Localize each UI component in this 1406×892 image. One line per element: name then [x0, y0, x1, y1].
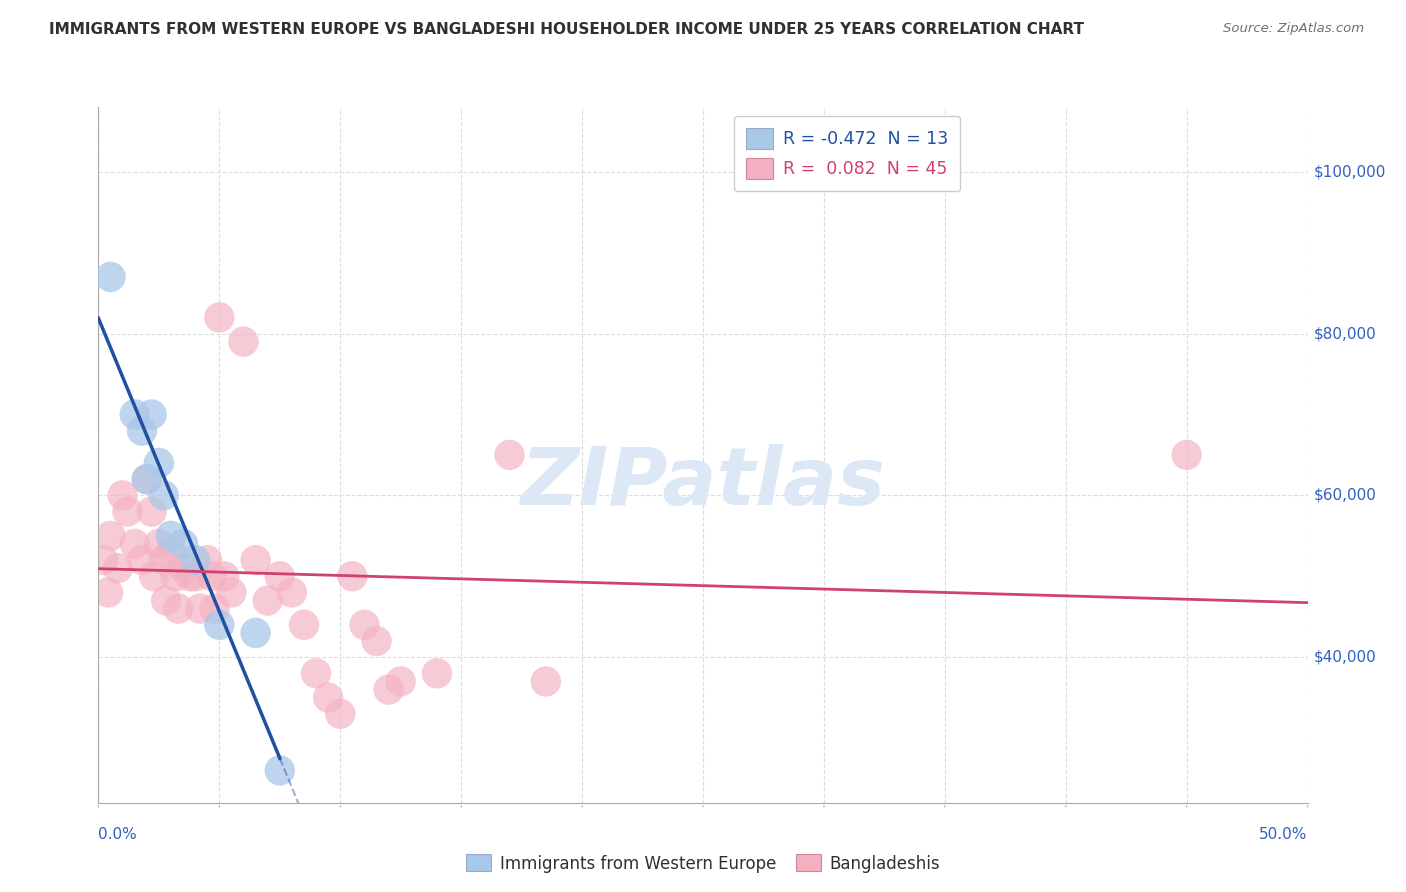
Point — [124, 408, 146, 422]
Point — [184, 569, 207, 583]
Point — [160, 545, 183, 559]
Point — [342, 569, 364, 583]
Point — [111, 488, 134, 502]
Legend: R = -0.472  N = 13, R =  0.082  N = 45: R = -0.472 N = 13, R = 0.082 N = 45 — [734, 116, 960, 191]
Text: $100,000: $100,000 — [1313, 164, 1386, 179]
Point — [221, 585, 243, 599]
Point — [131, 424, 153, 438]
Text: ZIPatlas: ZIPatlas — [520, 443, 886, 522]
Point — [91, 553, 114, 567]
Point — [152, 553, 174, 567]
Point — [172, 537, 194, 551]
Point — [389, 674, 412, 689]
Text: $80,000: $80,000 — [1313, 326, 1376, 341]
Point — [124, 537, 146, 551]
Point — [292, 617, 315, 632]
Text: 50.0%: 50.0% — [1260, 827, 1308, 842]
Point — [141, 504, 163, 518]
Point — [100, 269, 122, 284]
Point — [353, 617, 375, 632]
Point — [1175, 448, 1198, 462]
Point — [212, 569, 235, 583]
Point — [256, 593, 278, 607]
Point — [107, 561, 129, 575]
Point — [305, 666, 328, 681]
Point — [131, 553, 153, 567]
Point — [165, 569, 187, 583]
Point — [141, 408, 163, 422]
Point — [135, 472, 157, 486]
Point — [534, 674, 557, 689]
Point — [316, 690, 339, 705]
Point — [281, 585, 304, 599]
Point — [148, 456, 170, 470]
Point — [498, 448, 520, 462]
Point — [377, 682, 399, 697]
Point — [329, 706, 352, 721]
Point — [269, 569, 291, 583]
Point — [117, 504, 139, 518]
Point — [188, 601, 211, 615]
Point — [179, 569, 201, 583]
Point — [143, 569, 166, 583]
Point — [426, 666, 449, 681]
Point — [152, 488, 174, 502]
Point — [160, 529, 183, 543]
Point — [232, 334, 254, 349]
Point — [135, 472, 157, 486]
Text: $40,000: $40,000 — [1313, 649, 1376, 665]
Point — [100, 529, 122, 543]
Point — [148, 537, 170, 551]
Point — [366, 634, 388, 648]
Point — [245, 626, 267, 640]
Text: 0.0%: 0.0% — [98, 827, 138, 842]
Y-axis label: Householder Income Under 25 years: Householder Income Under 25 years — [0, 308, 7, 602]
Point — [195, 553, 218, 567]
Point — [269, 764, 291, 778]
Point — [208, 617, 231, 632]
Text: Source: ZipAtlas.com: Source: ZipAtlas.com — [1223, 22, 1364, 36]
Text: IMMIGRANTS FROM WESTERN EUROPE VS BANGLADESHI HOUSEHOLDER INCOME UNDER 25 YEARS : IMMIGRANTS FROM WESTERN EUROPE VS BANGLA… — [49, 22, 1084, 37]
Point — [204, 601, 226, 615]
Point — [155, 593, 177, 607]
Point — [208, 310, 231, 325]
Point — [97, 585, 120, 599]
Point — [201, 569, 224, 583]
Point — [245, 553, 267, 567]
Point — [167, 601, 190, 615]
Legend: Immigrants from Western Europe, Bangladeshis: Immigrants from Western Europe, Banglade… — [460, 847, 946, 880]
Point — [184, 553, 207, 567]
Text: $60,000: $60,000 — [1313, 488, 1376, 503]
Point — [172, 561, 194, 575]
